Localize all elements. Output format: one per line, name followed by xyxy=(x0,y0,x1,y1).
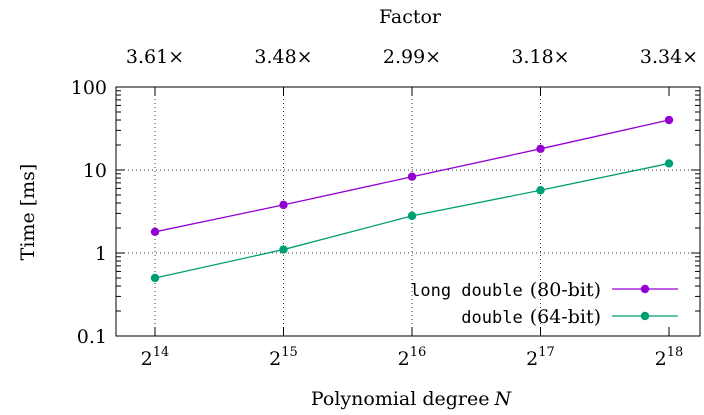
y-tick-label: 10 xyxy=(83,160,107,182)
legend-marker xyxy=(640,311,650,321)
legend-code: long double xyxy=(410,281,523,301)
legend-marker xyxy=(640,284,650,294)
y-tick-label: 0.1 xyxy=(77,326,107,348)
top-tick-label: 3.48× xyxy=(254,46,312,68)
x-tick-label: 218 xyxy=(655,345,684,370)
data-point xyxy=(150,273,160,283)
top-tick-label: 2.99× xyxy=(383,46,441,68)
legend-label: double (64-bit) xyxy=(461,306,601,328)
x-tick-label: 214 xyxy=(141,345,170,370)
data-point xyxy=(664,159,674,168)
x-tick-label: 216 xyxy=(398,345,427,370)
data-point xyxy=(536,144,545,154)
data-point xyxy=(536,186,545,195)
y-axis-label: Time [ms] xyxy=(17,164,39,261)
x-tick-label: 215 xyxy=(269,345,298,370)
legend-suffix: (64-bit) xyxy=(530,306,601,328)
legend: long double (80-bit) double (64-bit) xyxy=(410,279,678,328)
series-layer xyxy=(150,115,674,283)
x-tick-exponent: 18 xyxy=(667,345,684,360)
x-tick-exponent: 16 xyxy=(410,345,427,360)
data-point xyxy=(150,227,160,237)
label-layer: 0.11101002143.61×2153.48×2162.99×2173.18… xyxy=(71,46,698,370)
data-point xyxy=(279,245,288,254)
grid-layer xyxy=(116,87,700,336)
x-tick-exponent: 14 xyxy=(153,345,170,360)
data-point xyxy=(279,200,288,210)
top-tick-label: 3.61× xyxy=(126,46,184,68)
top-tick-label: 3.34× xyxy=(640,46,698,68)
x-axis-label-text: Polynomial degree xyxy=(311,388,490,410)
legend-code: double xyxy=(461,308,522,328)
y-tick-label: 1 xyxy=(95,243,107,265)
data-point xyxy=(407,211,417,221)
x-axis-label-variable: N xyxy=(494,388,513,410)
top-tick-label: 3.18× xyxy=(511,46,569,68)
data-point xyxy=(407,172,417,181)
data-point xyxy=(664,115,674,125)
x-tick-base: 2 xyxy=(526,348,538,370)
x-tick-base: 2 xyxy=(655,348,667,370)
plot-frame xyxy=(115,86,701,337)
x-tick-base: 2 xyxy=(398,348,410,370)
x-tick-exponent: 15 xyxy=(281,345,298,360)
tick-layer xyxy=(116,86,700,337)
legend-suffix: (80-bit) xyxy=(530,279,601,301)
x-tick-base: 2 xyxy=(141,348,153,370)
legend-label: long double (80-bit) xyxy=(410,279,601,301)
x-tick-base: 2 xyxy=(269,348,281,370)
x-tick-label: 217 xyxy=(526,345,555,370)
x-axis-label: Polynomial degree N xyxy=(311,388,513,410)
top-axis-label: Factor xyxy=(379,6,442,28)
y-tick-label: 100 xyxy=(71,77,107,99)
x-tick-exponent: 17 xyxy=(538,345,555,360)
